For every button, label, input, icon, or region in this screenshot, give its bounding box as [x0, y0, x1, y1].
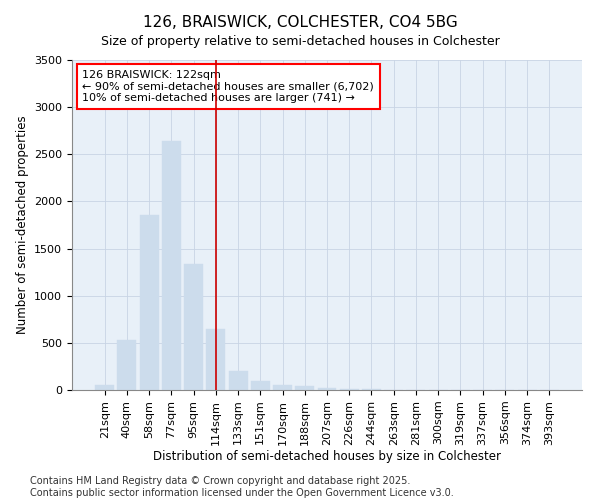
Bar — [362, 389, 381, 390]
Bar — [162, 141, 181, 390]
X-axis label: Distribution of semi-detached houses by size in Colchester: Distribution of semi-detached houses by … — [153, 450, 501, 464]
Bar — [140, 215, 158, 390]
Text: 126, BRAISWICK, COLCHESTER, CO4 5BG: 126, BRAISWICK, COLCHESTER, CO4 5BG — [143, 15, 457, 30]
Bar — [340, 388, 359, 390]
Text: Contains HM Land Registry data © Crown copyright and database right 2025.
Contai: Contains HM Land Registry data © Crown c… — [30, 476, 454, 498]
Text: 126 BRAISWICK: 122sqm
← 90% of semi-detached houses are smaller (6,702)
10% of s: 126 BRAISWICK: 122sqm ← 90% of semi-deta… — [82, 70, 374, 103]
Bar — [273, 385, 292, 390]
Bar — [251, 380, 270, 390]
Bar — [118, 340, 136, 390]
Bar — [184, 264, 203, 390]
Y-axis label: Number of semi-detached properties: Number of semi-detached properties — [16, 116, 29, 334]
Bar — [95, 385, 114, 390]
Bar — [295, 386, 314, 390]
Text: Size of property relative to semi-detached houses in Colchester: Size of property relative to semi-detach… — [101, 35, 499, 48]
Bar — [229, 370, 248, 390]
Bar — [317, 388, 337, 390]
Bar — [206, 329, 225, 390]
